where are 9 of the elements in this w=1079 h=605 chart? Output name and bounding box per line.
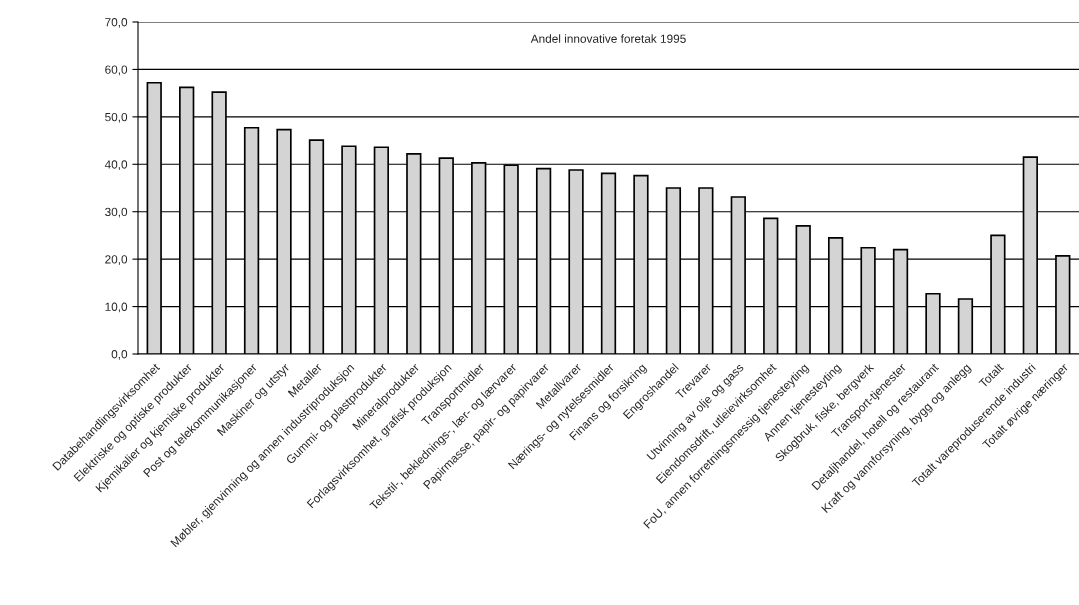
y-tick-label: 40,0 bbox=[104, 160, 128, 171]
y-tick-label: 0,0 bbox=[111, 350, 128, 360]
y-tick-label: 50,0 bbox=[105, 112, 128, 123]
y-tick-label: 10,0 bbox=[105, 302, 128, 313]
y-tick-label: 70,0 bbox=[105, 18, 128, 28]
text: Andel innovative foretak 1995 bbox=[530, 34, 686, 43]
y-tick-label: 60,0 bbox=[105, 65, 128, 76]
y-tick-label: 30,0 bbox=[105, 207, 128, 218]
y-tick-label: 20,0 bbox=[105, 255, 128, 265]
